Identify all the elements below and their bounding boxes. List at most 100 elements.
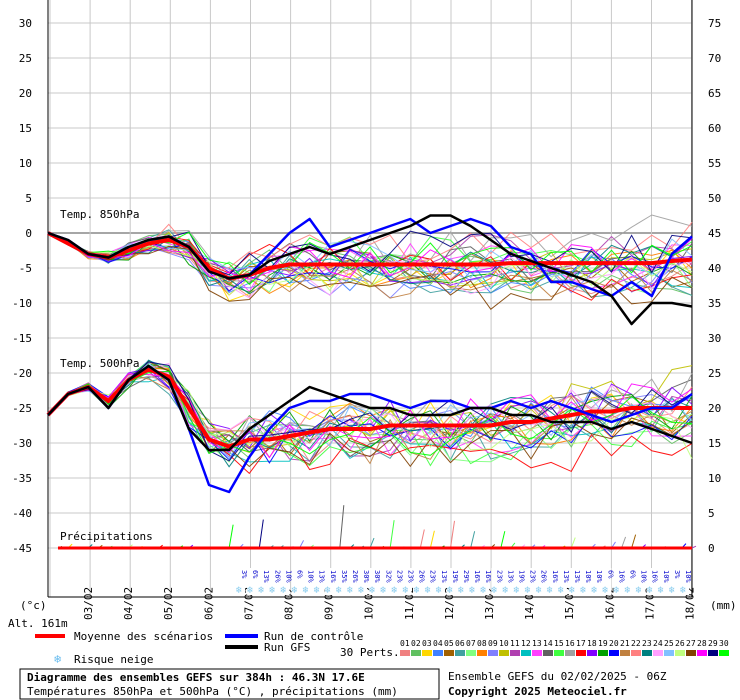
snow-percent-label: 3% [240,570,248,579]
perturbation-line [47,361,693,468]
left-tick-label: -15 [12,332,32,345]
pert-color-swatch [554,650,564,656]
pert-color-swatch [422,650,432,656]
precip-line [389,520,395,549]
right-unit-label: (mm) [710,599,737,612]
snowflake-icon: ❄ [613,585,620,596]
left-tick-label: 0 [25,227,32,240]
snow-percent-label: 26% [540,570,548,583]
title-box [19,668,440,700]
precip-line [500,531,506,549]
snow-percent-label: 6% [296,570,304,579]
pert-number-label: 29 [708,639,718,648]
precip-line [450,520,455,549]
left-tick-label: 20 [19,87,32,100]
snow-percent-label: 13% [318,570,326,583]
pert-color-swatch [642,650,652,656]
snow-percent-label: 10% [595,570,603,583]
right-tick-label: 10 [708,472,721,485]
pert-color-swatch [686,650,696,656]
snow-percent-label: 23% [395,570,403,583]
pert-number-label: 19 [598,639,608,648]
snow-percent-label: 10% [284,570,292,583]
perturbation-line [47,362,693,446]
left-tick-label: -20 [12,367,32,380]
snow-cell [358,568,368,595]
perturbation-line [47,232,693,296]
run-info: Ensemble GEFS du 02/02/2025 - 06Z [448,670,667,683]
snow-percent-label: 10% [307,570,315,583]
snowflake-icon: ❄ [347,585,354,596]
snow-cell [380,568,390,595]
pert-number-label: 13 [532,639,542,648]
snow-cell [291,568,301,595]
pert-number-label: 03 [422,639,432,648]
left-tick-label: 30 [19,17,32,30]
pert-color-swatch [477,650,487,656]
snowflake-icon: ❄ [314,585,321,596]
snow-cell [591,568,601,595]
right-tick-label: 65 [708,87,721,100]
pert-color-swatch [598,650,608,656]
legend-perts-label: 30 Perts. [340,646,400,659]
snowflake-icon: ❄ [469,585,476,596]
precip-line [419,529,425,549]
x-date-label: 11/02 [403,587,416,620]
pert-number-label: 17 [576,639,586,648]
snow-cell [435,568,445,595]
pert-number-label: 07 [466,639,476,648]
snow-cell [535,568,545,595]
snowflake-icon: ❄ [54,652,61,666]
chart-title: Diagramme des ensembles GEFS sur 384h : … [27,671,365,684]
snowflake-icon: ❄ [236,585,243,596]
snowflake-icon: ❄ [558,585,565,596]
precip-line [631,534,637,549]
snow-cell [424,568,434,595]
pert-color-swatch [675,650,685,656]
snowflake-icon: ❄ [569,585,576,596]
snow-percent-label: 16% [651,570,659,583]
pert-number-label: 26 [675,639,685,648]
snowflake-icon: ❄ [258,585,265,596]
snow-cell [413,568,423,595]
snow-cell [269,568,279,595]
pert-color-swatch [444,650,454,656]
snow-percent-label: 16% [551,570,559,583]
snowflake-icon: ❄ [380,585,387,596]
pert-number-label: 04 [433,639,443,648]
x-date-label: 18/02 [684,587,697,620]
snow-cell [324,568,334,595]
snowflake-icon: ❄ [580,585,587,596]
pert-color-swatch [488,650,498,656]
snowflake-icon: ❄ [336,585,343,596]
right-tick-label: 60 [708,122,721,135]
snow-percent-label: 23% [495,570,503,583]
snow-cell [524,568,534,595]
snowflake-icon: ❄ [458,585,465,596]
pert-color-swatch [576,650,586,656]
snowflake-icon: ❄ [514,585,521,596]
snow-cell [513,568,523,595]
perturbation-line [47,374,693,465]
precip-line [570,537,576,549]
pert-number-label: 30 [719,639,729,648]
chart-subtitle: Températures 850hPa et 500hPa (°C) , pré… [27,685,398,698]
snowflake-icon: ❄ [280,585,287,596]
right-tick-label: 20 [708,402,721,415]
snow-percent-label: 35% [340,570,348,583]
pert-color-swatch [521,650,531,656]
right-tick-label: 35 [708,297,721,310]
precip-line [621,536,627,549]
x-axis: 03/02 04/02 05/02 06/02 07/02 08/02 09/02 10/02… [82,587,697,620]
snow-percent-label: 32% [384,570,392,583]
left-tick-label: 15 [19,122,32,135]
snow-cell [613,568,623,595]
snowflake-icon: ❄ [636,585,643,596]
right-tick-label: 55 [708,157,721,170]
pert-number-label: 20 [609,639,619,648]
x-date-label: 03/02 [82,587,95,620]
pert-number-label: 21 [620,639,630,648]
snow-cell [602,568,612,595]
legend-control-label: Run de contrôle [264,630,363,643]
